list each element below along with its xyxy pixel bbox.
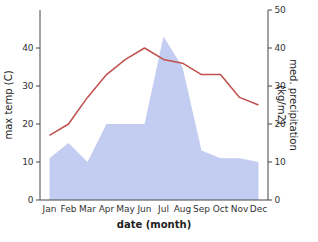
x-axis-line	[40, 200, 268, 201]
x-tick-label: Nov	[231, 204, 249, 214]
y-tick	[268, 124, 272, 125]
x-tick-label: Feb	[61, 204, 77, 214]
y-tick	[36, 124, 40, 125]
y-axis-line	[40, 10, 41, 200]
y2-axis-label-line: (kg/m2)	[276, 85, 287, 125]
y-tick	[268, 86, 272, 87]
y-tick	[36, 162, 40, 163]
y-tick-label: 20	[22, 119, 34, 129]
y-tick-label: 10	[274, 157, 286, 167]
y-tick-label: 30	[22, 81, 34, 91]
x-tick-label: Sep	[193, 204, 210, 214]
x-tick-label: Jul	[157, 204, 169, 214]
y-axis-label: max temp (C)	[3, 70, 14, 139]
y-tick-label: 50	[274, 5, 286, 15]
x-tick-label: Aug	[174, 204, 192, 214]
y-tick-label: 0	[28, 195, 34, 205]
y2-axis-label-line: med. precipitation	[288, 59, 299, 151]
x-tick-label: Jan	[42, 204, 57, 214]
x-tick-label: Mar	[79, 204, 96, 214]
x-tick-label: Oct	[213, 204, 229, 214]
y-tick	[268, 200, 272, 201]
y-tick	[36, 86, 40, 87]
x-axis-label: date (month)	[117, 219, 191, 230]
y-tick-label: 0	[274, 195, 280, 205]
y-tick	[268, 162, 272, 163]
chart: Jan FebMarAprMayJun Jul AugSepOctNovDec 0 10 2…	[0, 0, 318, 242]
plot-area	[50, 37, 259, 200]
y-tick	[268, 10, 272, 11]
x-tick-label: May	[116, 204, 135, 214]
y-tick-label: 40	[274, 43, 286, 53]
y-tick	[268, 48, 272, 49]
x-tick-label: Apr	[99, 204, 115, 214]
x-tick-label: Jun	[136, 204, 151, 214]
y2-axis-label: med. precipitation(kg/m2)	[276, 59, 299, 151]
y-tick	[36, 200, 40, 201]
y2-axis-line	[268, 10, 269, 200]
precipitation-area	[50, 37, 259, 200]
x-tick-label: Dec	[250, 204, 267, 214]
temperature-line	[50, 48, 259, 135]
y-tick	[36, 48, 40, 49]
y-tick-label: 40	[22, 43, 34, 53]
y-tick-label: 10	[22, 157, 34, 167]
